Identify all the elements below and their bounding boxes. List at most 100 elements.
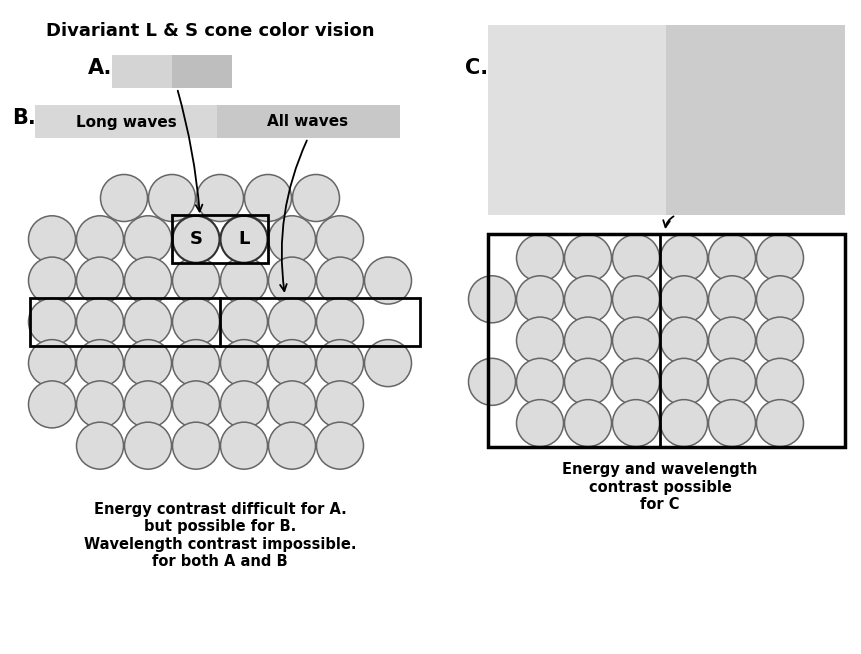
Circle shape <box>612 400 659 447</box>
Circle shape <box>316 216 363 263</box>
Circle shape <box>756 235 802 281</box>
Text: C.: C. <box>464 58 487 78</box>
Circle shape <box>124 257 171 304</box>
Circle shape <box>708 317 754 364</box>
Circle shape <box>612 235 659 281</box>
Circle shape <box>124 216 171 263</box>
Circle shape <box>756 358 802 405</box>
Circle shape <box>268 381 315 428</box>
Bar <box>35 105 217 138</box>
Bar <box>112 55 172 88</box>
Circle shape <box>516 235 563 281</box>
Circle shape <box>364 339 411 387</box>
Circle shape <box>612 276 659 323</box>
Circle shape <box>77 422 123 469</box>
Circle shape <box>28 381 76 428</box>
Circle shape <box>220 422 267 469</box>
Bar <box>217 105 400 138</box>
Circle shape <box>220 216 267 263</box>
Text: B.: B. <box>12 108 35 128</box>
FancyArrowPatch shape <box>662 216 672 227</box>
Circle shape <box>292 175 339 222</box>
Circle shape <box>268 216 315 263</box>
Circle shape <box>268 298 315 345</box>
Circle shape <box>516 358 563 405</box>
Circle shape <box>101 175 147 222</box>
Circle shape <box>708 358 754 405</box>
Circle shape <box>660 276 707 323</box>
Text: All waves: All waves <box>267 114 348 129</box>
Circle shape <box>28 257 76 304</box>
Bar <box>30 298 419 346</box>
FancyArrowPatch shape <box>177 91 202 211</box>
Circle shape <box>612 358 659 405</box>
Circle shape <box>124 298 171 345</box>
Circle shape <box>220 216 267 263</box>
Bar <box>487 234 844 447</box>
Text: Divariant L & S cone color vision: Divariant L & S cone color vision <box>46 22 374 40</box>
Circle shape <box>77 381 123 428</box>
Circle shape <box>708 235 754 281</box>
Circle shape <box>564 358 610 405</box>
Circle shape <box>172 381 220 428</box>
Circle shape <box>564 276 610 323</box>
Circle shape <box>316 298 363 345</box>
Text: L: L <box>238 230 250 249</box>
Circle shape <box>220 381 267 428</box>
FancyArrowPatch shape <box>280 141 307 291</box>
Circle shape <box>660 317 707 364</box>
Circle shape <box>564 400 610 447</box>
Circle shape <box>28 339 76 387</box>
Circle shape <box>172 216 220 263</box>
Circle shape <box>468 358 515 405</box>
Circle shape <box>316 381 363 428</box>
Text: Energy contrast difficult for A.
but possible for B.
Wavelength contrast impossi: Energy contrast difficult for A. but pos… <box>84 502 356 569</box>
Circle shape <box>77 257 123 304</box>
Circle shape <box>172 216 220 263</box>
Circle shape <box>172 339 220 387</box>
Circle shape <box>245 175 291 222</box>
Bar <box>666 25 844 215</box>
Circle shape <box>77 216 123 263</box>
Circle shape <box>77 339 123 387</box>
Circle shape <box>516 276 563 323</box>
Circle shape <box>172 298 220 345</box>
Circle shape <box>756 317 802 364</box>
Circle shape <box>172 257 220 304</box>
Text: Energy and wavelength
contrast possible
for C: Energy and wavelength contrast possible … <box>561 462 757 512</box>
Circle shape <box>316 339 363 387</box>
Circle shape <box>196 175 243 222</box>
Text: Long waves: Long waves <box>76 114 177 129</box>
Bar <box>487 25 666 215</box>
Circle shape <box>220 298 267 345</box>
Circle shape <box>148 175 195 222</box>
Circle shape <box>28 216 76 263</box>
Circle shape <box>708 276 754 323</box>
Circle shape <box>172 422 220 469</box>
Bar <box>172 215 268 264</box>
Circle shape <box>77 298 123 345</box>
Text: S: S <box>189 230 202 249</box>
Circle shape <box>708 400 754 447</box>
Circle shape <box>516 400 563 447</box>
Circle shape <box>564 317 610 364</box>
Circle shape <box>516 317 563 364</box>
Circle shape <box>468 276 515 323</box>
Circle shape <box>364 257 411 304</box>
Circle shape <box>124 422 171 469</box>
Circle shape <box>756 276 802 323</box>
Circle shape <box>268 339 315 387</box>
Circle shape <box>660 358 707 405</box>
Circle shape <box>316 422 363 469</box>
Circle shape <box>756 400 802 447</box>
Text: A.: A. <box>88 58 112 78</box>
Circle shape <box>124 381 171 428</box>
Circle shape <box>220 339 267 387</box>
Circle shape <box>220 257 267 304</box>
Circle shape <box>660 400 707 447</box>
Circle shape <box>564 235 610 281</box>
Circle shape <box>124 339 171 387</box>
Circle shape <box>268 257 315 304</box>
Circle shape <box>28 298 76 345</box>
Bar <box>172 55 232 88</box>
